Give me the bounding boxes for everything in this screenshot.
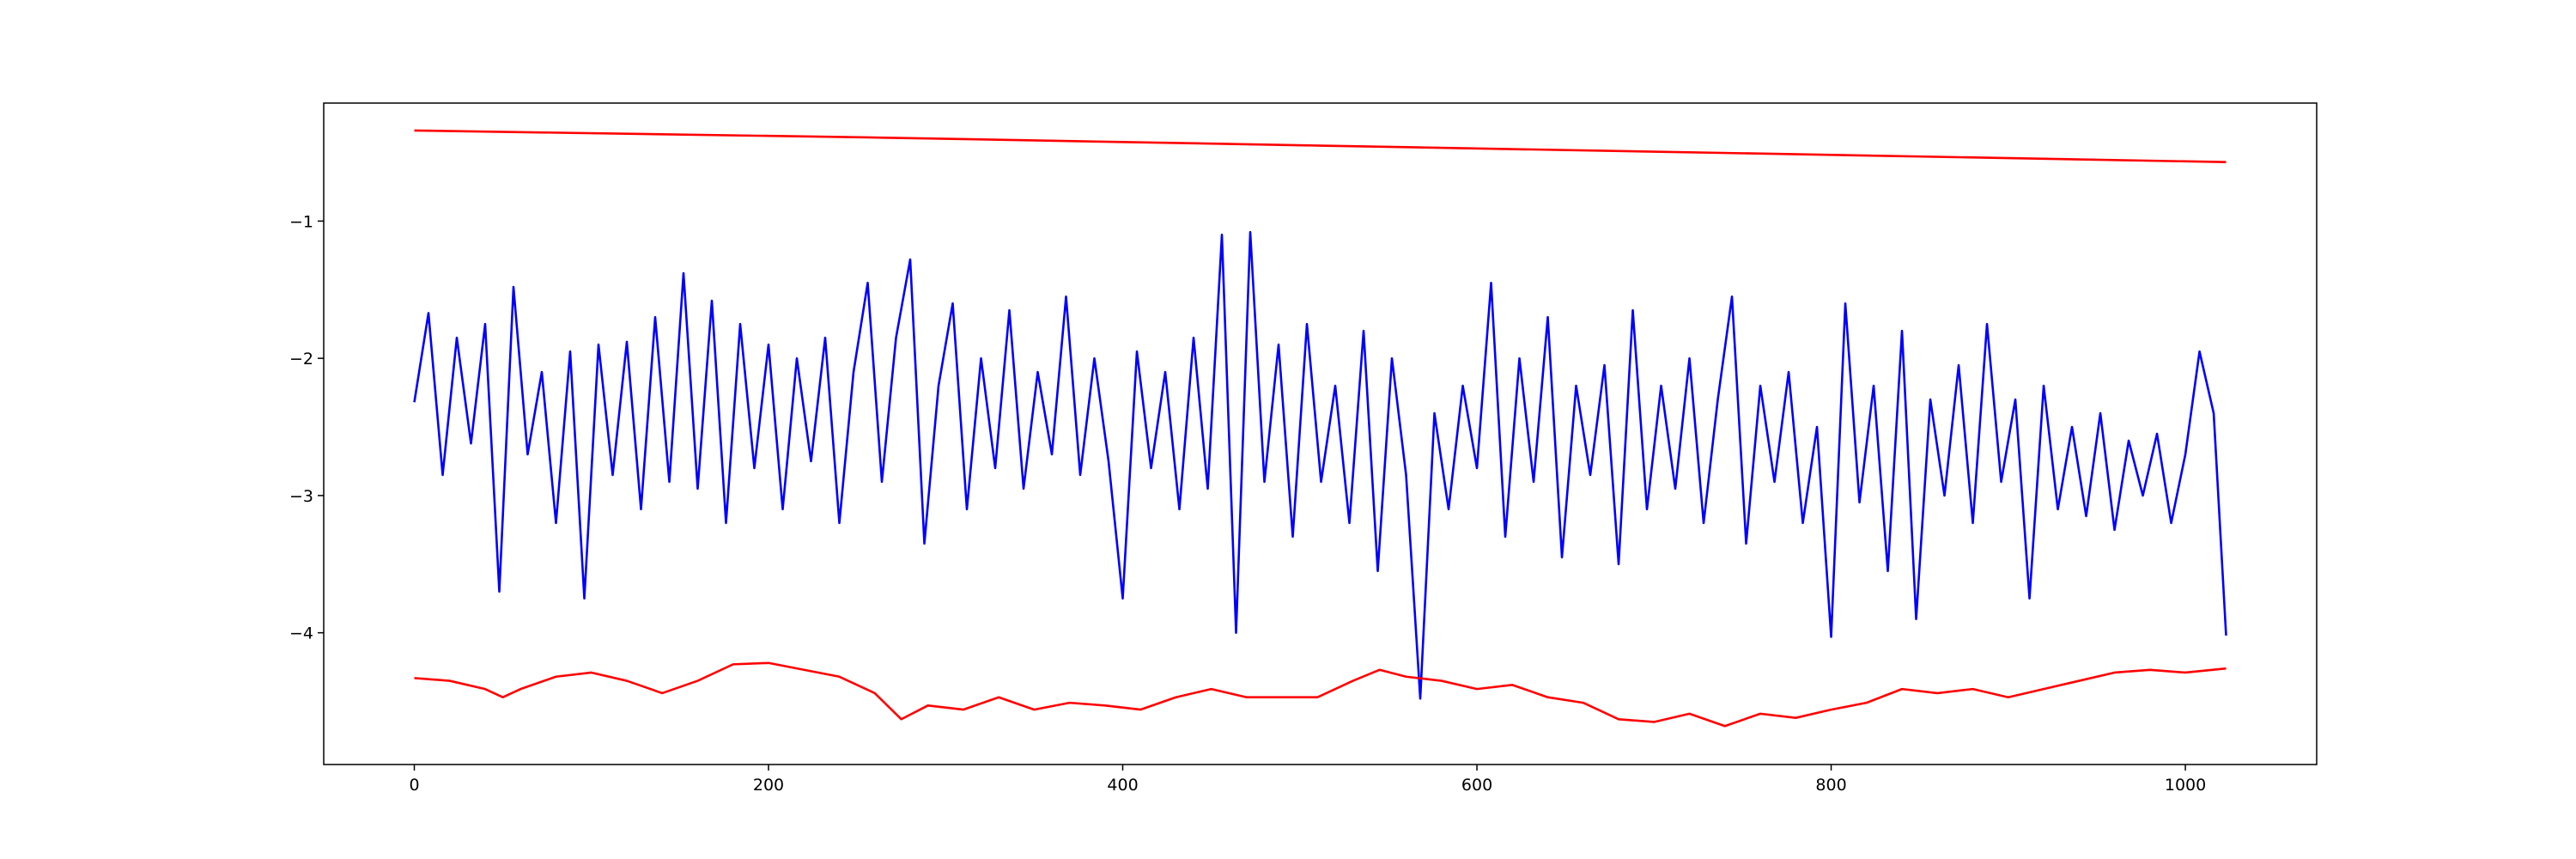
x-tick-label: 800 (1815, 776, 1846, 795)
x-tick-label: 0 (409, 776, 419, 795)
series-line (414, 129, 2227, 163)
series-line (413, 230, 2227, 700)
y-tick-label: −2 (289, 350, 313, 369)
x-tick-label: 1000 (2165, 776, 2206, 795)
x-tick-label: 200 (753, 776, 784, 795)
y-tick-label: −1 (289, 212, 313, 231)
series-line (414, 661, 2227, 728)
x-tick-label: 400 (1107, 776, 1138, 795)
y-tick-label: −3 (289, 487, 313, 506)
y-tick-label: −4 (289, 624, 313, 643)
x-tick-label: 600 (1461, 776, 1492, 795)
plot-frame (323, 102, 2318, 765)
